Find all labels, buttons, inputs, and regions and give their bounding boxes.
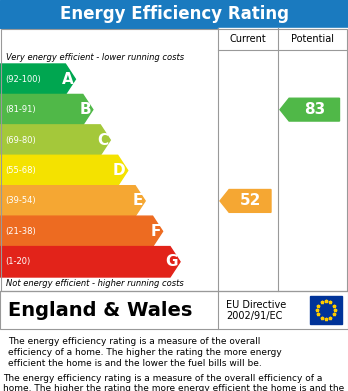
Text: (81-91): (81-91) [5,105,35,114]
Bar [0,291,348,329]
Text: 52: 52 [239,194,261,208]
Text: C: C [97,133,108,147]
Bar [310,296,342,324]
Text: (92-100): (92-100) [5,75,41,84]
Polygon shape [0,186,145,216]
Text: Potential: Potential [292,34,334,44]
Bar [278,28,348,50]
Text: (55-68): (55-68) [5,166,36,175]
Bar [1,29,347,291]
Text: EU Directive: EU Directive [226,300,286,310]
Text: 2002/91/EC: 2002/91/EC [226,311,282,321]
Text: Not energy efficient - higher running costs: Not energy efficient - higher running co… [6,280,184,289]
Text: (1-20): (1-20) [5,257,30,266]
Text: (21-38): (21-38) [5,227,36,236]
Text: F: F [150,224,160,239]
Text: A: A [62,72,73,87]
Polygon shape [0,216,163,247]
Polygon shape [280,98,340,121]
Text: (69-80): (69-80) [5,136,36,145]
Polygon shape [0,64,76,95]
Polygon shape [0,95,93,125]
Text: (39-54): (39-54) [5,196,35,205]
Text: The energy efficiency rating is a measure of the overall efficiency of a home. T: The energy efficiency rating is a measur… [3,374,345,391]
Polygon shape [220,190,271,212]
Text: G: G [166,254,178,269]
Text: D: D [113,163,126,178]
Polygon shape [0,155,128,186]
Text: E: E [133,194,143,208]
Text: efficiency of a home. The higher the rating the more energy: efficiency of a home. The higher the rat… [8,348,282,357]
Text: efficient the home is and the lower the fuel bills will be.: efficient the home is and the lower the … [8,359,262,368]
Polygon shape [0,125,110,155]
Bar [0,291,348,329]
Bar [218,28,278,50]
Text: The energy efficiency rating is a measure of the overall: The energy efficiency rating is a measur… [8,337,260,346]
Polygon shape [0,247,180,277]
Text: Current: Current [230,34,266,44]
Text: England & Wales: England & Wales [8,301,192,319]
Text: B: B [79,102,91,117]
Text: Very energy efficient - lower running costs: Very energy efficient - lower running co… [6,54,184,63]
Bar [0,0,348,28]
Text: 83: 83 [304,102,325,117]
Bar [0,28,348,291]
Text: Energy Efficiency Rating: Energy Efficiency Rating [60,5,288,23]
